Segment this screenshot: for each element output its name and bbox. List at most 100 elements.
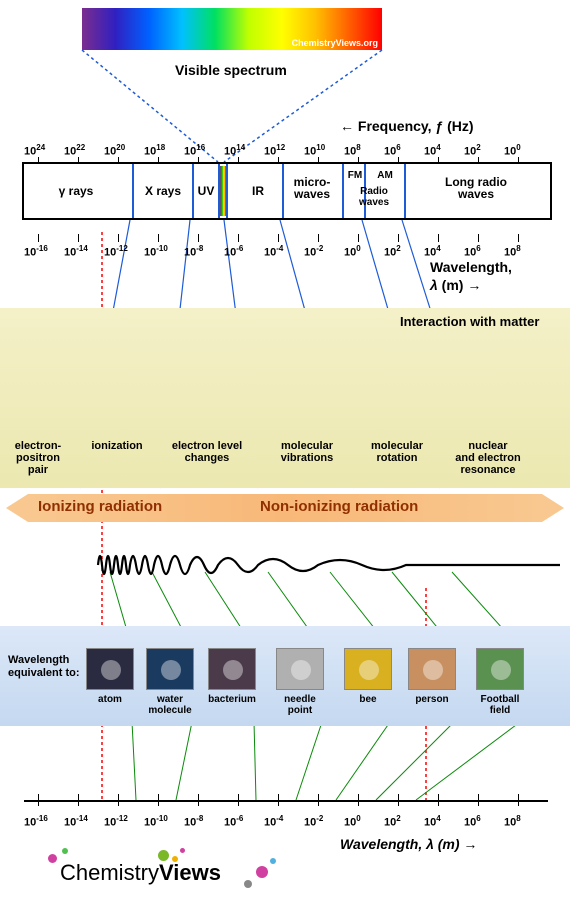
axis-tick: 102 [384,244,401,259]
tick-mark [278,794,279,806]
matter-item-label: molecularvibrations [265,440,349,464]
logo-dot [244,880,252,888]
tick-mark [478,234,479,242]
scale-thumb [344,648,392,690]
band-longradio: Long radiowaves [416,176,536,200]
tick-mark [38,794,39,806]
axis-tick: 10-16 [24,814,48,829]
matter-item-label: electron-positronpair [0,440,80,476]
tick-mark [518,794,519,806]
tick-mark [318,234,319,242]
logo-dot [172,856,178,862]
band-fm: FM [344,170,366,181]
axis-tick: 10-12 [104,244,128,259]
tick-mark [38,234,39,242]
tick-mark [198,794,199,806]
scale-thumb [408,648,456,690]
axis-tick: 10-16 [24,244,48,259]
axis-tick: 10-8 [184,244,203,259]
tick-mark [238,234,239,242]
em-band-box: γ rays X rays UV IR micro-waves FM AM Ra… [22,162,552,220]
scale-thumb-label: atom [78,694,142,705]
axis-tick: 10-6 [224,244,243,259]
axis-tick: 10-6 [224,814,243,829]
axis-tick: 1024 [24,143,45,158]
axis-tick: 10-14 [64,244,88,259]
band-radio: Radiowaves [346,186,402,208]
nonionizing-arrow-right [542,494,564,522]
axis-tick: 100 [344,244,361,259]
axis-tick: 1010 [304,143,325,158]
band-xrays: X rays [136,184,190,198]
tick-mark [318,794,319,806]
logo-dot [180,848,185,853]
axis-tick: 1014 [224,143,245,158]
tick-mark [438,794,439,806]
axis-tick: 100 [504,143,521,158]
visible-spectrum-label: Visible spectrum [175,62,287,78]
axis-tick: 10-8 [184,814,203,829]
scale-thumb-label: bacterium [200,694,264,705]
tick-mark [278,234,279,242]
matter-item-label: ionization [75,440,159,452]
tick-mark [158,794,159,806]
tick-mark [438,234,439,242]
axis-tick: 1012 [264,143,285,158]
axis-tick: 1016 [184,143,205,158]
axis-tick: 1022 [64,143,85,158]
logo-dot [270,858,276,864]
scale-thumb-label: bee [336,694,400,705]
axis-tick: 106 [464,244,481,259]
axis-tick: 10-12 [104,814,128,829]
logo-dot [48,854,57,863]
tick-mark [78,794,79,806]
logo-dot [62,848,68,854]
scale-thumb [476,648,524,690]
ionizing-label: Ionizing radiation [38,498,162,515]
wavelength-lower-label: Wavelength, λ (m) → [340,836,477,852]
frequency-axis-label: ← Frequency, ƒ (Hz) [340,118,474,134]
tick-mark [358,234,359,242]
tick-mark [358,794,359,806]
wavelength-equiv-label: Wavelengthequivalent to: [8,654,80,680]
axis-tick: 104 [424,814,441,829]
scale-thumb-label: person [400,694,464,705]
axis-tick: 100 [344,814,361,829]
chemistryviews-logo: ChemistryViews [60,860,221,886]
wavelength-axis-lower-line [24,800,548,802]
axis-tick: 10-4 [264,244,283,259]
axis-tick: 102 [384,814,401,829]
tick-mark [118,794,119,806]
scale-thumb [146,648,194,690]
band-ir: IR [238,184,278,198]
matter-item-label: molecularrotation [355,440,439,464]
tick-mark [398,794,399,806]
scale-thumb-label: Footballfield [468,694,532,716]
axis-tick: 10-10 [144,244,168,259]
scale-thumb-label: watermolecule [138,694,202,716]
axis-tick: 10-4 [264,814,283,829]
scale-thumb [276,648,324,690]
band-gamma: γ rays [36,184,116,198]
tick-mark [478,794,479,806]
wavelength-upper-label: Wavelength,λ (m) → [430,258,512,294]
tick-mark [198,234,199,242]
scale-thumb [86,648,134,690]
axis-tick: 104 [424,244,441,259]
axis-tick: 1018 [144,143,165,158]
axis-tick: 102 [464,143,481,158]
axis-tick: 106 [384,143,401,158]
axis-tick: 10-14 [64,814,88,829]
tick-mark [78,234,79,242]
matter-item-label: electron levelchanges [165,440,249,464]
tick-mark [238,794,239,806]
interaction-matter-label: Interaction with matter [400,314,539,329]
axis-tick: 10-2 [304,244,323,259]
axis-tick: 10-2 [304,814,323,829]
tick-mark [158,234,159,242]
axis-tick: 1020 [104,143,125,158]
axis-tick: 108 [504,814,521,829]
scale-thumb-label: needlepoint [268,694,332,716]
tick-mark [398,234,399,242]
logo-dot [158,850,169,861]
